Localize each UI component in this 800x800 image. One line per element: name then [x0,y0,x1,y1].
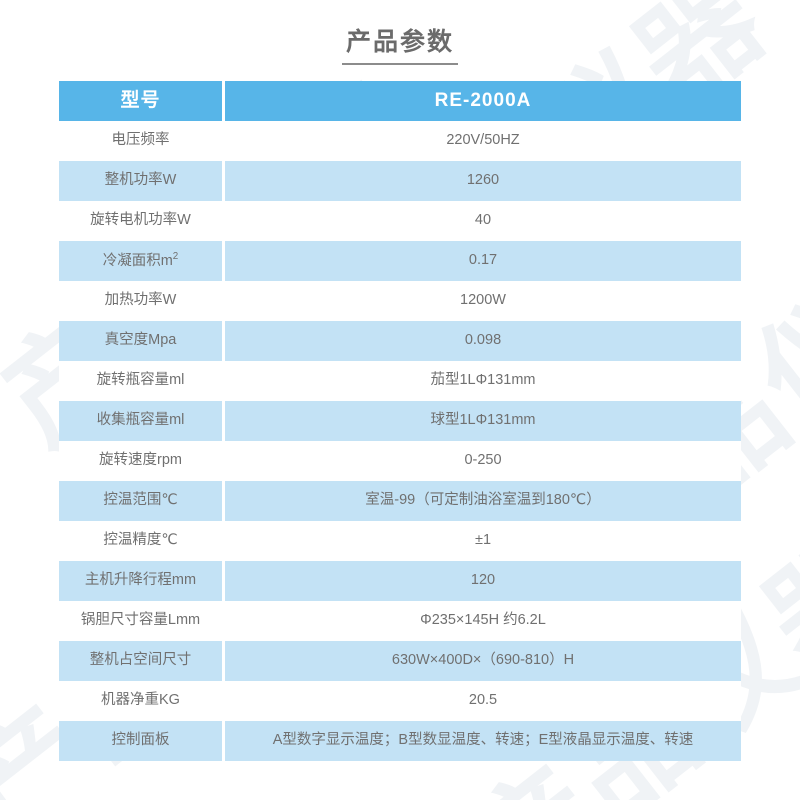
table-row: 锅胆尺寸容量Lmm Φ235×145H 约6.2L [59,601,741,641]
spec-value-cell: ±1 [222,521,741,561]
spec-label-cell: 旋转瓶容量ml [59,361,222,401]
table-row: 加热功率W 1200W [59,281,741,321]
product-spec-table: 型号 RE-2000A 电压频率 220V/50HZ 整机功率W 1260 旋转电机功率… [59,81,741,761]
table-row: 整机功率W 1260 [59,161,741,201]
table-header: 型号 RE-2000A [59,81,741,121]
spec-value-cell: 0.17 [222,241,741,281]
spec-value-cell: 茄型1LΦ131mm [222,361,741,401]
spec-value-cell: 1200W [222,281,741,321]
spec-label-cell: 旋转速度rpm [59,441,222,481]
spec-label-cell: 控制面板 [59,721,222,761]
table-row: 旋转电机功率W 40 [59,201,741,241]
table-row: 机器净重KG 20.5 [59,681,741,721]
table-header-row: 型号 RE-2000A [59,81,741,121]
table-row: 旋转瓶容量ml 茄型1LΦ131mm [59,361,741,401]
spec-value-cell: 120 [222,561,741,601]
spec-label-cell: 旋转电机功率W [59,201,222,241]
page-title: 产品参数 [0,22,800,65]
table-row: 整机占空间尺寸 630W×400D×（690-810）H [59,641,741,681]
spec-value-cell: 20.5 [222,681,741,721]
spec-label-cell: 控温范围℃ [59,481,222,521]
spec-label-cell: 冷凝面积m2 [59,241,222,281]
table-row: 冷凝面积m2 0.17 [59,241,741,281]
header-cell-model-label: 型号 [59,81,222,121]
table-row: 控温范围℃ 室温-99（可定制油浴室温到180℃） [59,481,741,521]
spec-label-cell: 加热功率W [59,281,222,321]
table-row: 真空度Mpa 0.098 [59,321,741,361]
spec-value-cell: 0.098 [222,321,741,361]
spec-label-cell: 收集瓶容量ml [59,401,222,441]
spec-value-cell: A型数字显示温度；B型数显温度、转速；E型液晶显示温度、转速 [222,721,741,761]
spec-label-cell: 主机升降行程mm [59,561,222,601]
table-row: 控温精度℃ ±1 [59,521,741,561]
header-cell-model-value: RE-2000A [222,81,741,121]
spec-label-cell: 真空度Mpa [59,321,222,361]
spec-value-cell: 40 [222,201,741,241]
spec-value-cell: 630W×400D×（690-810）H [222,641,741,681]
table-row: 旋转速度rpm 0-250 [59,441,741,481]
table-row: 主机升降行程mm 120 [59,561,741,601]
table-row: 电压频率 220V/50HZ [59,121,741,161]
spec-value-cell: 220V/50HZ [222,121,741,161]
spec-label-cell: 机器净重KG [59,681,222,721]
spec-label-cell: 锅胆尺寸容量Lmm [59,601,222,641]
spec-label-cell: 整机占空间尺寸 [59,641,222,681]
spec-label-cell: 电压频率 [59,121,222,161]
spec-value-cell: 室温-99（可定制油浴室温到180℃） [222,481,741,521]
page-title-text: 产品参数 [341,22,458,65]
spec-label-cell: 整机功率W [59,161,222,201]
table-body: 电压频率 220V/50HZ 整机功率W 1260 旋转电机功率W 40 冷凝面积m2 0.1… [59,121,741,761]
spec-value-cell: 1260 [222,161,741,201]
table-row: 控制面板 A型数字显示温度；B型数显温度、转速；E型液晶显示温度、转速 [59,721,741,761]
table-row: 收集瓶容量ml 球型1LΦ131mm [59,401,741,441]
spec-label-cell: 控温精度℃ [59,521,222,561]
spec-value-cell: 0-250 [222,441,741,481]
spec-value-cell: 球型1LΦ131mm [222,401,741,441]
spec-value-cell: Φ235×145H 约6.2L [222,601,741,641]
